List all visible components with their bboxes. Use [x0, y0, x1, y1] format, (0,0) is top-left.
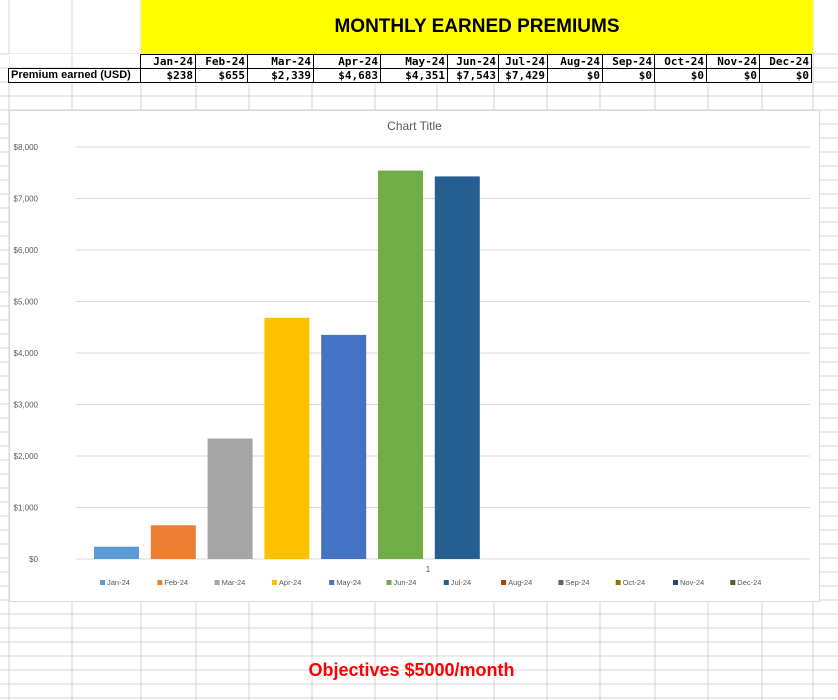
value-cell[interactable]: $0	[759, 68, 812, 83]
month-header-cell[interactable]: Jun-24	[447, 54, 499, 69]
bar-apr-24[interactable]	[264, 317, 310, 559]
legend-entry[interactable]: Oct-24	[623, 578, 646, 587]
value-cell[interactable]: $238	[140, 68, 196, 83]
month-header-cell[interactable]: Jan-24	[140, 54, 196, 69]
month-header-cell[interactable]: Mar-24	[247, 54, 314, 69]
value-cell[interactable]: $0	[706, 68, 760, 83]
y-tick-label: $5,000	[14, 298, 39, 307]
value-cell[interactable]: $4,683	[313, 68, 381, 83]
legend-entry[interactable]: May-24	[336, 578, 361, 587]
legend-entry[interactable]: Nov-24	[680, 578, 704, 587]
legend-swatch	[558, 580, 564, 585]
month-header-cell[interactable]: Sep-24	[602, 54, 655, 69]
y-tick-label: $3,000	[14, 401, 39, 410]
legend-swatch	[501, 580, 507, 585]
bar-jul-24[interactable]	[434, 176, 480, 559]
value-cell[interactable]: $7,429	[498, 68, 548, 83]
legend-entry[interactable]: Sep-24	[565, 578, 589, 587]
legend-entry[interactable]: Feb-24	[164, 578, 188, 587]
table-corner-cell[interactable]	[8, 54, 141, 69]
legend-entry[interactable]: Aug-24	[508, 578, 532, 587]
legend-entry[interactable]: Dec-24	[737, 578, 761, 587]
table-header-row: Jan-24 Feb-24 Mar-24 Apr-24 May-24 Jun-2…	[8, 54, 812, 69]
chart-area[interactable]: Chart Title $0 $1,000 $2,000 $3,000 $4,000 $5…	[9, 110, 820, 602]
y-tick-label: $6,000	[14, 246, 39, 255]
month-header-cell[interactable]: Dec-24	[759, 54, 812, 69]
row-label-cell[interactable]: Premium earned (USD)	[8, 68, 141, 83]
legend-entry[interactable]: Apr-24	[279, 578, 302, 587]
y-tick-label: $8,000	[14, 143, 39, 152]
objective-note: Objectives $5000/month	[308, 660, 515, 680]
value-cell[interactable]: $655	[195, 68, 248, 83]
y-tick-label: $0	[29, 555, 38, 564]
month-header-cell[interactable]: Nov-24	[706, 54, 760, 69]
legend-swatch	[386, 580, 392, 585]
bar-mar-24[interactable]	[207, 438, 253, 559]
value-cell[interactable]: $0	[654, 68, 707, 83]
value-cell[interactable]: $0	[602, 68, 655, 83]
table-row: Premium earned (USD) $238 $655 $2,339 $4…	[8, 68, 812, 83]
value-cell[interactable]: $4,351	[380, 68, 448, 83]
y-tick-label: $7,000	[14, 195, 39, 204]
legend-entry[interactable]: Mar-24	[222, 578, 246, 587]
month-header-cell[interactable]: Feb-24	[195, 54, 248, 69]
legend-swatch	[329, 580, 335, 585]
bar-jun-24[interactable]	[378, 170, 423, 559]
y-tick-label: $2,000	[14, 452, 39, 461]
legend-swatch	[157, 580, 163, 585]
chart-title[interactable]: Chart Title	[387, 119, 442, 133]
legend-swatch	[214, 580, 220, 585]
legend-swatch	[673, 580, 678, 585]
x-category-label: 1	[426, 565, 431, 574]
month-header-cell[interactable]: Apr-24	[313, 54, 381, 69]
legend-swatch	[271, 580, 277, 585]
y-tick-label: $1,000	[14, 504, 39, 513]
value-cell[interactable]: $2,339	[247, 68, 314, 83]
month-header-cell[interactable]: Jul-24	[498, 54, 548, 69]
page-title-banner: MONTHLY EARNED PREMIUMS	[141, 0, 813, 54]
premium-table: Jan-24 Feb-24 Mar-24 Apr-24 May-24 Jun-2…	[8, 54, 812, 83]
value-cell[interactable]: $7,543	[447, 68, 499, 83]
legend-swatch	[443, 580, 449, 585]
month-header-cell[interactable]: May-24	[380, 54, 448, 69]
bar-may-24[interactable]	[321, 334, 367, 559]
legend-swatch	[100, 580, 105, 585]
legend-swatch	[730, 580, 736, 585]
y-tick-label: $4,000	[14, 349, 39, 358]
legend-entry[interactable]: Jul-24	[451, 578, 471, 587]
bar-feb-24[interactable]	[150, 525, 196, 559]
legend-swatch	[615, 580, 621, 585]
month-header-cell[interactable]: Aug-24	[547, 54, 603, 69]
page-title: MONTHLY EARNED PREMIUMS	[334, 16, 620, 37]
legend-entry[interactable]: Jun-24	[394, 578, 417, 587]
bar-chart: $0 $1,000 $2,000 $3,000 $4,000 $5,000 $6,000 $7…	[14, 143, 810, 587]
month-header-cell[interactable]: Oct-24	[654, 54, 707, 69]
legend-entry[interactable]: Jan-24	[107, 578, 130, 587]
bar-jan-24[interactable]	[94, 546, 139, 559]
value-cell[interactable]: $0	[547, 68, 603, 83]
